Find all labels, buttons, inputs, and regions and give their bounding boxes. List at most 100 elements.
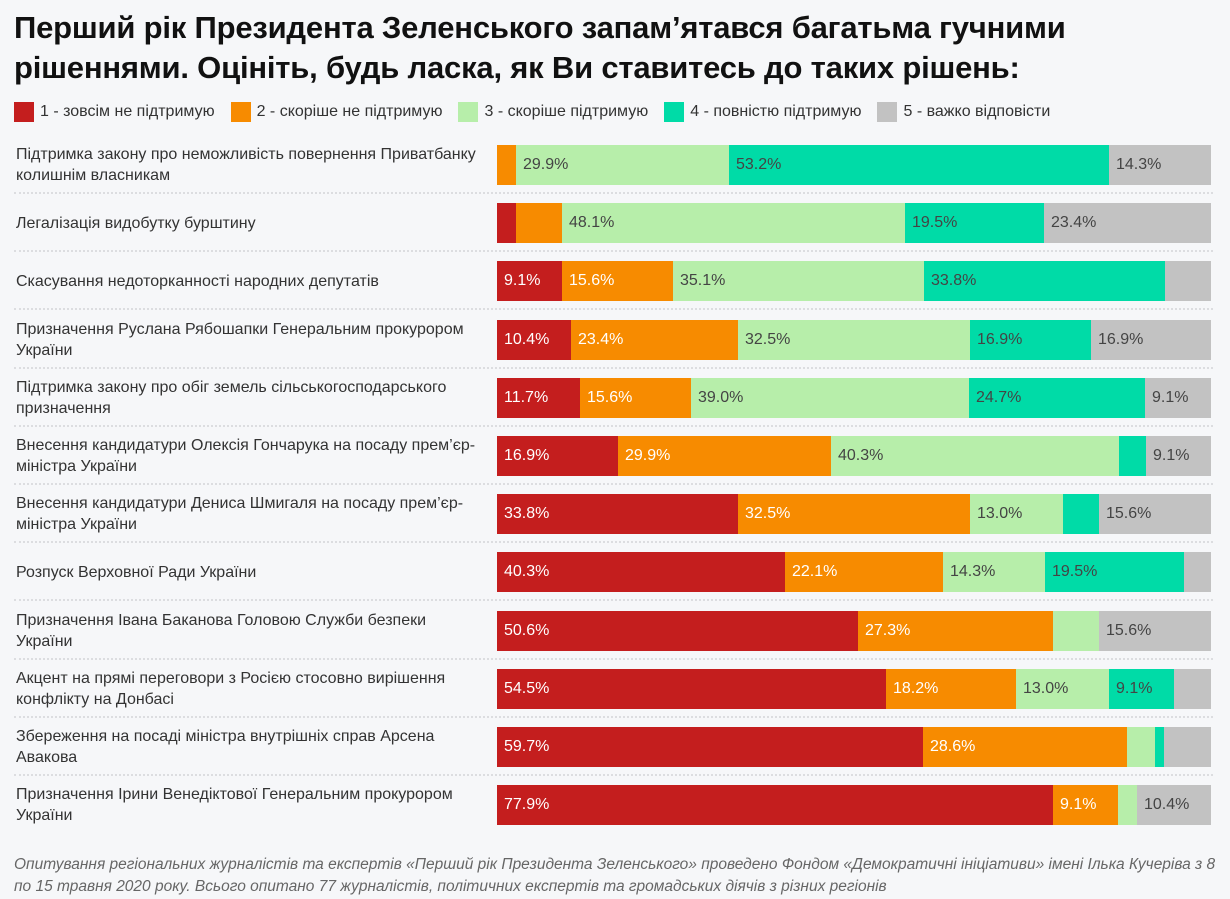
bar-segment-2: 29.9%: [618, 436, 831, 476]
bar-segment-1: 40.3%: [497, 552, 785, 593]
data-label: 32.5%: [745, 505, 791, 523]
bar-segment-2: 32.5%: [738, 494, 970, 535]
data-label: 11.7%: [504, 388, 549, 406]
bar-segment-5: 15.6%: [1099, 610, 1211, 651]
row-divider: [14, 774, 1213, 776]
data-label: 27.3%: [865, 621, 911, 639]
bar-row: Збереження на посаді міністра внутрішніх…: [14, 718, 1213, 776]
bar-segment-4: 53.2%: [729, 145, 1109, 185]
legend-item-2: 2 - скоріше не підтримую: [230, 102, 442, 122]
bar-row: Призначення Ірини Венедіктової Генеральн…: [14, 776, 1213, 834]
bar-segment-2: 15.6%: [562, 261, 673, 302]
data-label: 33.8%: [931, 272, 977, 290]
bar-segment-3: 29.9%: [516, 145, 729, 185]
bar-segment-3: 48.1%: [562, 203, 905, 244]
bar-segment-5: [1165, 261, 1211, 302]
bar-row: Внесення кандидатури Дениса Шмигаля на п…: [14, 485, 1213, 544]
data-label: 15.6%: [587, 388, 633, 406]
bar-segment-2: 23.4%: [571, 319, 738, 360]
data-label: 16.9%: [977, 330, 1023, 348]
bar-row: Призначення Руслана Рябошапки Генеральни…: [14, 311, 1213, 369]
legend-item-5: 5 - важко відповісти: [877, 102, 1050, 122]
data-label: 59.7%: [504, 738, 550, 755]
bar-segment-3: 35.1%: [673, 261, 924, 302]
row-divider: [14, 366, 1213, 369]
bar-segment-1: 16.9%: [497, 436, 618, 476]
legend: 1 - зовсім не підтримую 2 - скоріше не пі…: [14, 101, 1066, 123]
bar-segment-3: [1127, 727, 1155, 767]
chart-title: Перший рік Президента Зеленського запам’…: [14, 10, 1066, 85]
data-label: 23.4%: [1051, 214, 1097, 232]
legend-swatch: [14, 102, 34, 122]
stacked-bar: 9.1% 15.6% 35.1% 33.8%: [497, 261, 1211, 302]
data-label: 14.3%: [1116, 156, 1162, 173]
data-label: 18.2%: [893, 679, 939, 697]
bar-segment-5: 9.1%: [1145, 377, 1211, 418]
data-label: 54.5%: [504, 679, 550, 697]
data-label: 15.6%: [569, 272, 615, 290]
stacked-bar: 48.1% 19.5% 23.4%: [497, 203, 1211, 244]
stacked-bar: 50.6% 27.3% 15.6%: [497, 610, 1211, 651]
legend-item-3: 3 - скоріше підтримую: [458, 102, 648, 122]
data-label: 28.6%: [930, 738, 976, 755]
bar-segment-5: [1164, 727, 1211, 767]
bar-segment-4: 16.9%: [970, 319, 1091, 360]
category-label: Призначення Івана Баканова Головою Служб…: [16, 611, 427, 650]
legend-label: 4 - повністю підтримую: [690, 103, 862, 120]
bar-segment-1: [497, 203, 516, 244]
data-label: 19.5%: [1052, 563, 1098, 581]
data-label: 29.9%: [523, 156, 569, 173]
legend-swatch: [458, 102, 479, 122]
bar-row: Легалізація видобутку бурштину 48.1% 19.5%…: [14, 194, 1213, 253]
row-divider: [14, 424, 1213, 427]
data-label: 19.5%: [912, 214, 958, 232]
bar-row: Підтримка закону про неможливість поверн…: [14, 136, 1213, 194]
bar-segment-4: [1119, 436, 1146, 476]
legend-swatch: [877, 102, 898, 122]
data-label: 13.0%: [977, 505, 1023, 523]
data-label: 16.9%: [504, 447, 550, 464]
data-label: 9.1%: [504, 272, 541, 290]
bar-segment-1: 11.7%: [497, 377, 580, 418]
category-label: Призначення Ірини Венедіктової Генеральн…: [16, 786, 453, 825]
data-label: 32.5%: [745, 330, 791, 348]
stacked-bar: 10.4% 23.4% 32.5% 16.9% 16.9%: [497, 319, 1211, 360]
row-divider: [14, 599, 1213, 602]
bar-segment-2: 18.2%: [886, 668, 1016, 709]
data-label: 23.4%: [578, 330, 624, 348]
bar-segment-1: 9.1%: [497, 261, 562, 302]
bar-segment-4: [1155, 727, 1164, 767]
data-label: 9.1%: [1116, 679, 1153, 697]
category-label: Внесення кандидатури Олексія Гончарука н…: [16, 437, 476, 475]
data-label: 24.7%: [976, 388, 1022, 406]
bar-segment-4: [1063, 494, 1099, 535]
bar-segment-1: 33.8%: [497, 494, 738, 535]
stacked-bar: 59.7% 28.6%: [497, 727, 1211, 767]
data-label: 33.8%: [504, 505, 550, 523]
category-label: Підтримка закону про неможливість поверн…: [16, 146, 476, 184]
category-label: Призначення Руслана Рябошапки Генеральни…: [16, 320, 464, 359]
bar-segment-1: 54.5%: [497, 668, 886, 709]
data-label: 15.6%: [1106, 505, 1152, 523]
data-label: 13.0%: [1023, 679, 1069, 697]
bar-segment-4: 19.5%: [1045, 552, 1184, 593]
bar-segment-5: 9.1%: [1146, 436, 1211, 476]
stacked-bar: 29.9% 53.2% 14.3%: [497, 145, 1211, 185]
legend-swatch: [664, 102, 685, 122]
data-label: 14.3%: [950, 563, 996, 581]
category-label: Розпуск Верховної Ради України: [16, 563, 257, 581]
bar-segment-3: 13.0%: [1016, 668, 1109, 709]
bar-segment-3: 40.3%: [831, 436, 1119, 476]
stacked-bar: 77.9% 9.1% 10.4%: [497, 785, 1211, 826]
category-label: Внесення кандидатури Дениса Шмигаля на п…: [16, 495, 464, 534]
data-label: 40.3%: [838, 447, 884, 464]
category-label: Підтримка закону про обіг земель сільськ…: [16, 378, 447, 417]
bar-segment-5: 16.9%: [1091, 319, 1211, 360]
bar-segment-2: 27.3%: [858, 610, 1053, 651]
bar-segment-1: 10.4%: [497, 319, 571, 360]
bar-segment-2: 22.1%: [785, 552, 943, 593]
bar-row: Акцент на прямі переговори з Росією стос…: [14, 660, 1213, 718]
bar-segment-5: 14.3%: [1109, 145, 1211, 185]
bar-segment-4: 24.7%: [969, 377, 1145, 418]
data-label: 40.3%: [504, 563, 550, 581]
